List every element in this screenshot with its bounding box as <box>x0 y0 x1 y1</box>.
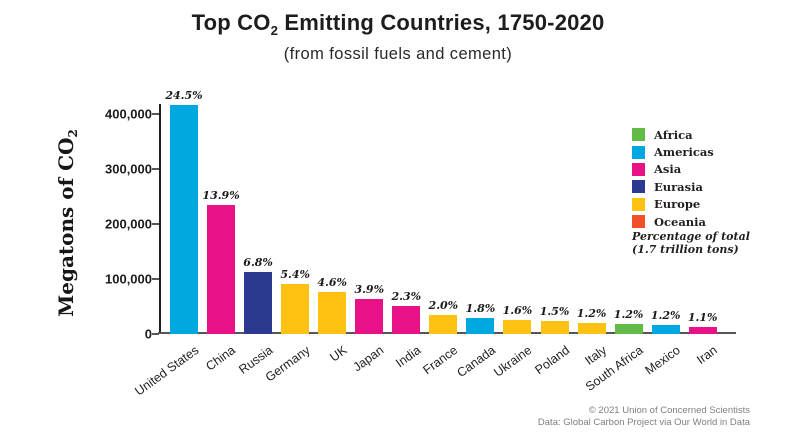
y-tick-mark <box>152 113 159 115</box>
y-axis-title-text: Megatons of CO <box>54 137 78 317</box>
bar-italy <box>577 322 606 334</box>
y-axis-title: Megatons of CO2 <box>54 129 81 317</box>
legend-row-americas: Americas <box>632 143 714 160</box>
legend-note-line-1: Percentage of total <box>632 230 750 243</box>
y-tick-label: 0 <box>144 326 152 342</box>
legend-row-europe: Europe <box>632 196 714 213</box>
y-tick-label: 400,000 <box>105 106 152 122</box>
y-tick-mark <box>152 223 159 225</box>
legend-swatch-oceania-icon <box>632 215 645 229</box>
bar-united-states <box>170 105 198 334</box>
percent-label-india: 2.3% <box>391 289 422 303</box>
y-tick-mark <box>152 333 159 335</box>
percent-label-united-states: 24.5% <box>165 89 203 103</box>
y-tick-mark <box>152 168 159 170</box>
x-label-united-states: United States <box>132 343 202 399</box>
bar-poland <box>540 321 569 334</box>
legend-swatch-europe-icon <box>632 197 645 211</box>
percent-label-germany: 5.4% <box>280 267 310 281</box>
bar-germany <box>281 283 310 334</box>
x-label-france: France <box>420 343 461 378</box>
bar-iran <box>688 326 717 334</box>
legend-swatch-asia-icon <box>632 162 645 176</box>
x-label-canada: Canada <box>453 343 498 381</box>
x-label-uk: UK <box>327 343 350 365</box>
legend-swatch-americas-icon <box>632 145 645 159</box>
page-subtitle: (from fossil fuels and cement) <box>283 45 513 63</box>
legend-note: Percentage of total (1.7 trillion tons) <box>632 230 750 256</box>
bar-mexico <box>651 325 680 334</box>
legend-note-line-2: (1.7 trillion tons) <box>632 242 739 256</box>
legend-swatch-africa-icon <box>632 128 645 142</box>
x-label-poland: Poland <box>531 343 572 378</box>
title-subscript: 2 <box>270 22 279 38</box>
y-tick-label: 100,000 <box>105 271 152 287</box>
legend-label-africa: Africa <box>654 127 693 142</box>
percent-label-ukraine: 1.6% <box>502 303 533 317</box>
bar-china <box>207 205 236 334</box>
legend-row-asia: Asia <box>632 161 714 178</box>
legend-label-americas: Americas <box>654 145 714 160</box>
x-label-china: China <box>203 343 239 374</box>
title-text-2: Emitting Countries, 1750-2020 <box>278 10 605 35</box>
percent-label-poland: 1.5% <box>539 305 570 319</box>
percent-label-canada: 1.8% <box>465 302 496 316</box>
y-tick-label: 300,000 <box>105 161 152 177</box>
footer-credit: © 2021 Union of Concerned Scientists <box>588 405 750 416</box>
legend-row-africa: Africa <box>632 126 714 143</box>
legend-swatch-eurasia-icon <box>632 180 645 194</box>
legend-row-eurasia: Eurasia <box>632 178 714 195</box>
x-label-mexico: Mexico <box>642 343 683 378</box>
percent-label-uk: 4.6% <box>317 276 347 290</box>
percent-label-japan: 3.9% <box>354 282 385 296</box>
legend-row-oceania: Oceania <box>632 213 714 230</box>
legend: Africa Americas Asia Eurasia Europe Oceania <box>632 126 714 230</box>
page-title: Top CO2 Emitting Countries, 1750-2020 <box>0 10 796 38</box>
y-tick-label: 200,000 <box>105 216 152 232</box>
legend-label-eurasia: Eurasia <box>654 179 703 194</box>
percent-label-france: 2.0% <box>428 298 459 312</box>
bar-russia <box>244 271 273 334</box>
percent-label-mexico: 1.2% <box>650 309 681 323</box>
percent-label-iran: 1.1% <box>687 310 718 324</box>
bar-india <box>392 305 421 334</box>
percent-label-russia: 6.8% <box>243 255 273 269</box>
bar-uk <box>318 292 347 334</box>
x-label-italy: Italy <box>582 343 609 368</box>
bar-south-africa <box>614 324 643 334</box>
footer-source: Data: Global Carbon Project via Our Worl… <box>537 417 750 428</box>
title-text: Top CO <box>191 10 271 35</box>
x-label-ukraine: Ukraine <box>491 343 535 380</box>
legend-label-europe: Europe <box>654 197 701 212</box>
percent-label-china: 13.9% <box>202 189 240 203</box>
bar-ukraine <box>503 319 532 334</box>
y-tick-mark <box>152 278 159 280</box>
percent-label-italy: 1.2% <box>576 306 607 320</box>
bar-canada <box>466 318 495 334</box>
bar-japan <box>355 298 384 334</box>
y-axis-line <box>159 104 161 334</box>
x-label-japan: Japan <box>350 343 387 375</box>
y-axis-title-subscript: 2 <box>66 129 81 138</box>
legend-label-asia: Asia <box>654 162 682 177</box>
x-label-iran: Iran <box>694 343 720 367</box>
percent-label-south-africa: 1.2% <box>613 308 644 322</box>
legend-label-oceania: Oceania <box>654 214 706 229</box>
x-label-india: India <box>393 343 424 371</box>
bar-france <box>429 314 458 334</box>
